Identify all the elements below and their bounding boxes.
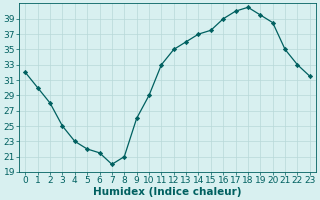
X-axis label: Humidex (Indice chaleur): Humidex (Indice chaleur)	[93, 187, 242, 197]
